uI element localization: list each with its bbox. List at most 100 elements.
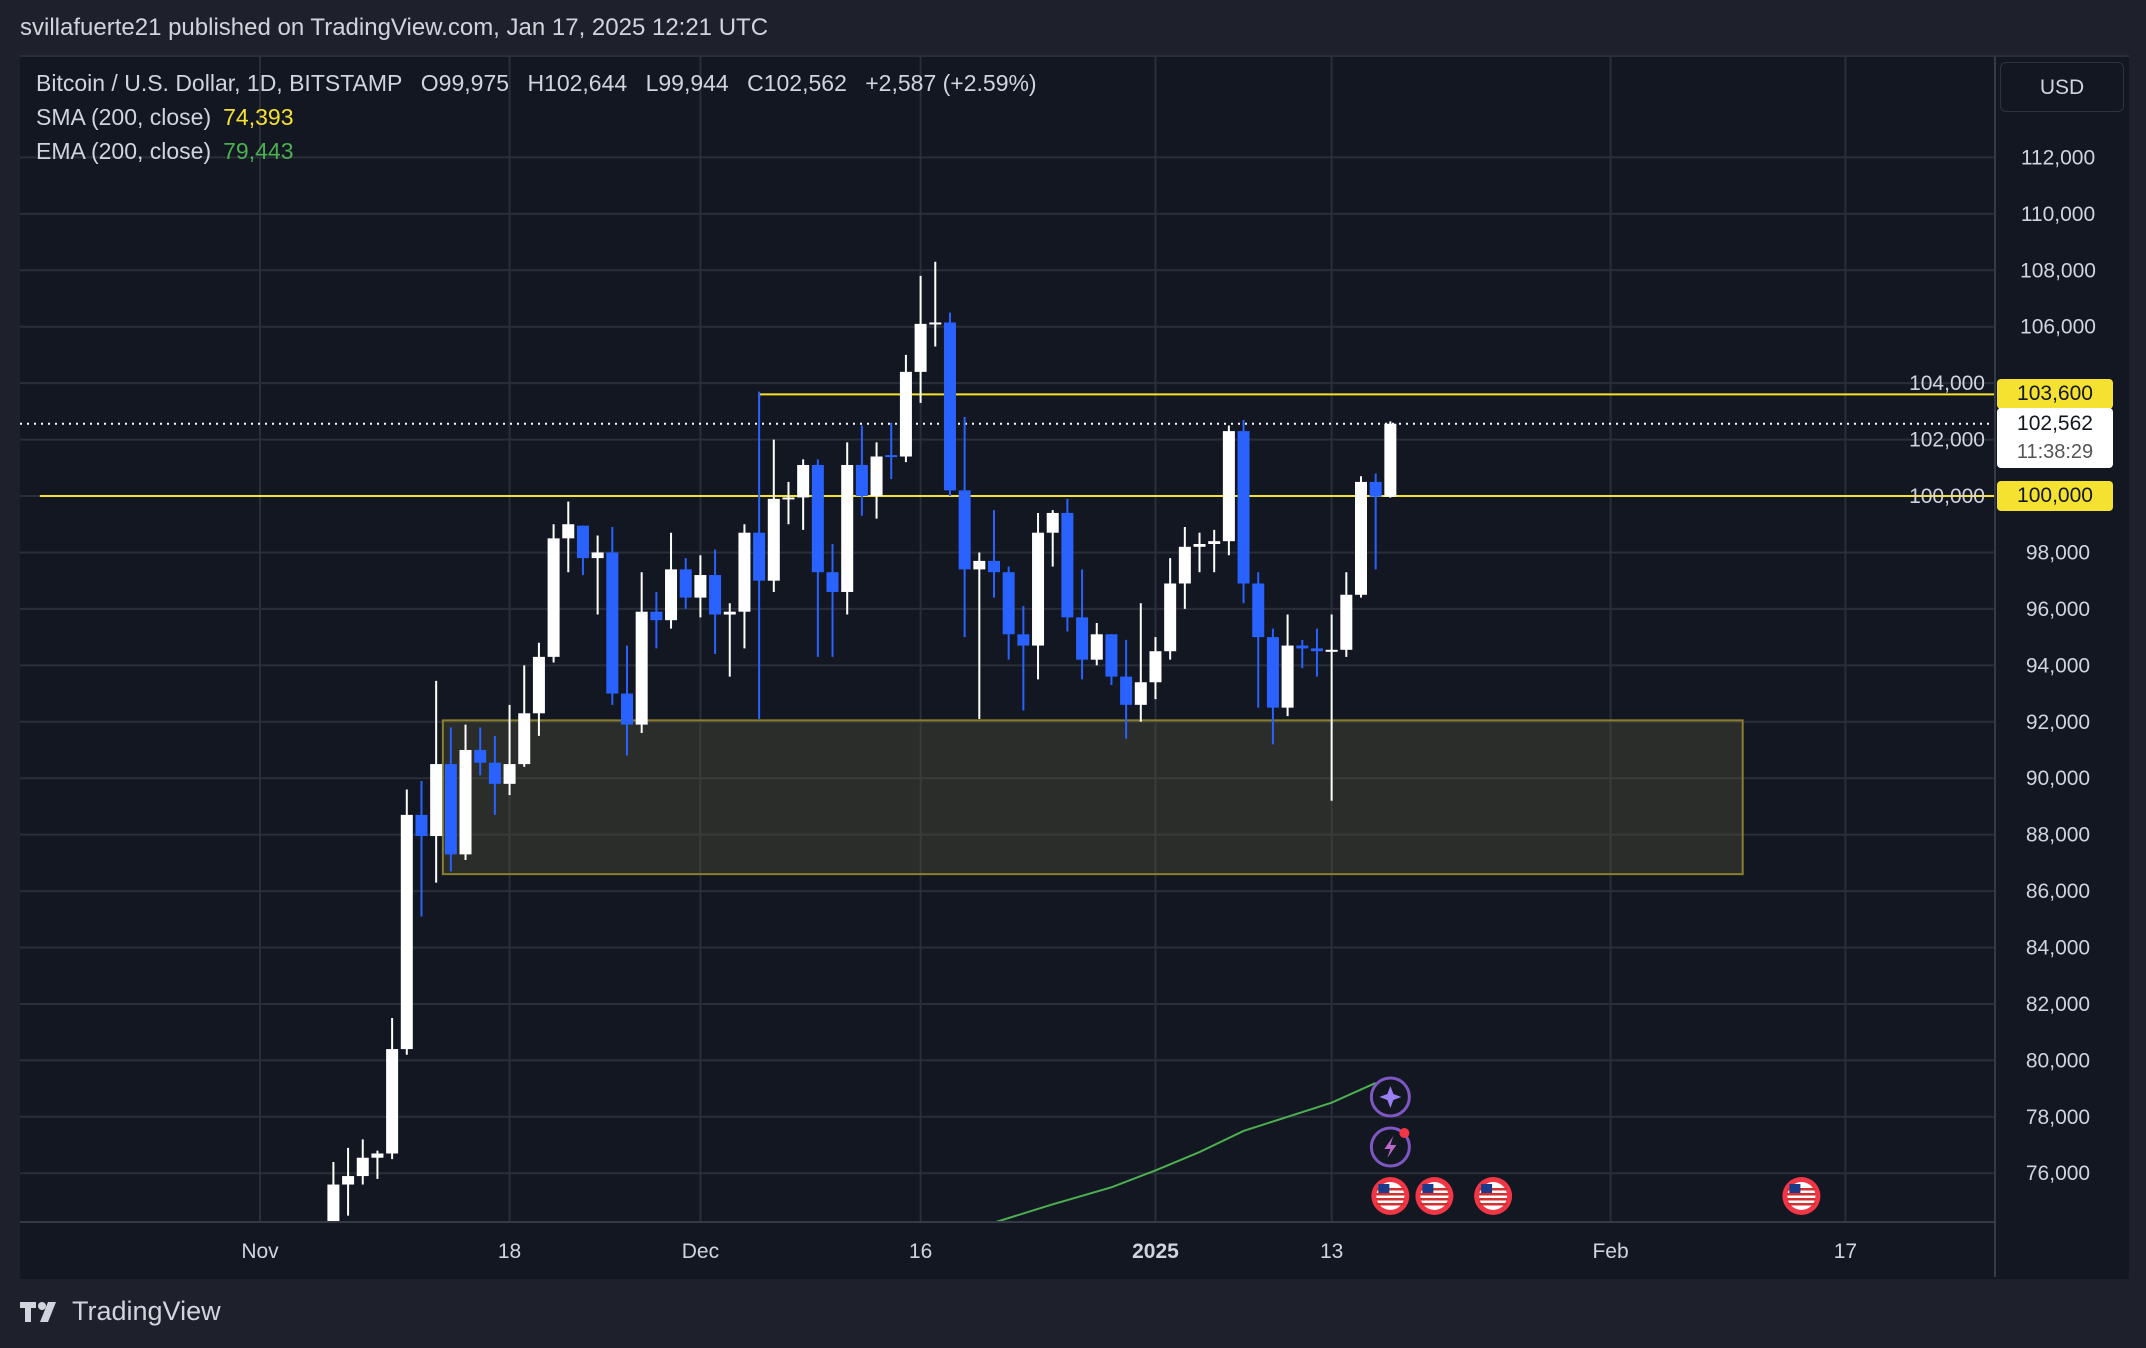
candle-body <box>826 572 839 592</box>
candle-body <box>474 749 487 763</box>
candle <box>1310 628 1323 677</box>
candle <box>518 665 531 767</box>
candle <box>562 501 575 573</box>
y-tick-label: 80,000 <box>2026 1049 2090 1072</box>
y-tick-label: 78,000 <box>2026 1106 2090 1129</box>
candle <box>459 724 472 861</box>
candle-body <box>547 538 560 657</box>
bar-countdown: 11:38:29 <box>2016 440 2094 463</box>
ema-value: 79,443 <box>223 138 294 164</box>
candle <box>635 572 648 734</box>
candle-body <box>356 1157 369 1177</box>
y-tick-label: 100,000 <box>1909 485 1985 508</box>
y-tick-label: 110,000 <box>2021 203 2095 226</box>
candle-body <box>988 560 1000 573</box>
candle <box>1384 421 1397 498</box>
flag-stripe <box>1479 1193 1508 1196</box>
candle <box>826 543 839 657</box>
ema-legend[interactable]: EMA (200, close) 79,443 <box>36 138 306 165</box>
candle-body <box>1252 583 1265 638</box>
candle-body <box>753 532 766 581</box>
y-tick-label: 86,000 <box>2026 880 2090 903</box>
candle <box>606 527 619 705</box>
candle-body <box>1149 651 1162 683</box>
sma-legend[interactable]: SMA (200, close) 74,393 <box>36 104 306 131</box>
candle <box>929 261 942 347</box>
candle-body <box>1017 634 1030 646</box>
candle <box>885 422 898 480</box>
flag-stripe <box>1376 1203 1405 1206</box>
candle-body <box>914 323 927 372</box>
sparkle-glyph <box>1379 1086 1402 1108</box>
candle <box>576 525 589 576</box>
candle-body <box>958 490 971 570</box>
y-tick-label: 112,000 <box>2021 146 2095 169</box>
candle <box>327 1161 340 1222</box>
candle-body <box>782 497 795 500</box>
ohlc-change: +2,587 (+2.59%) <box>865 70 1037 96</box>
y-tick-label: 104,000 <box>1909 372 1985 395</box>
candle-body <box>973 560 986 570</box>
flag-stripe <box>1376 1188 1405 1191</box>
candle <box>1149 637 1162 700</box>
chart-frame <box>20 55 2129 1279</box>
candle <box>1237 419 1250 604</box>
sparkle-icon[interactable] <box>1369 1076 1411 1118</box>
resistance-price-label: 103,600 <box>1997 379 2113 410</box>
candle <box>1281 614 1294 717</box>
candle <box>665 532 678 629</box>
x-tick-label: 2025 <box>1132 1240 1179 1263</box>
symbol-name[interactable]: Bitcoin / U.S. Dollar, 1D, BITSTAMP <box>36 70 403 96</box>
candle <box>782 481 795 525</box>
flag-stripe <box>1420 1193 1449 1196</box>
candle-body <box>444 764 457 855</box>
candle-body <box>503 764 516 784</box>
candle-body <box>1120 676 1133 705</box>
candle-body <box>1178 546 1191 584</box>
candle <box>1076 569 1089 680</box>
candle-body <box>1266 637 1279 708</box>
ohlc-open: O99,975 <box>420 70 510 96</box>
us-flag-icon[interactable] <box>1371 1177 1410 1215</box>
flag-stripe <box>1787 1203 1816 1206</box>
y-tick-label: 84,000 <box>2026 937 2090 960</box>
candle-body <box>767 498 780 581</box>
flag-canton <box>1378 1184 1390 1193</box>
flag-canton <box>1789 1184 1801 1193</box>
x-tick-label: Feb <box>1592 1240 1628 1263</box>
tradingview-logo[interactable]: TradingView <box>20 1296 221 1327</box>
candle <box>1017 606 1030 711</box>
candle <box>1164 558 1177 660</box>
candle-body <box>386 1049 399 1154</box>
candle <box>767 439 780 592</box>
ohlc-high: H102,644 <box>527 70 628 96</box>
ema-200-line <box>993 1082 1377 1222</box>
us-flag-icon[interactable] <box>1415 1177 1454 1215</box>
y-tick-label: 76,000 <box>2026 1162 2090 1185</box>
candle <box>870 442 883 519</box>
candle <box>1120 639 1133 739</box>
candle <box>1002 566 1015 660</box>
lightning-icon[interactable] <box>1369 1126 1411 1168</box>
sma-value: 74,393 <box>223 104 294 130</box>
ema-label: EMA (200, close) <box>36 138 212 164</box>
candle <box>503 704 516 796</box>
y-tick-label: 106,000 <box>2020 316 2096 339</box>
candle-body <box>1340 594 1353 650</box>
candle <box>1178 527 1191 609</box>
candle <box>1134 603 1147 722</box>
us-flag-icon[interactable] <box>1782 1177 1821 1215</box>
demand-zone <box>441 719 1744 876</box>
candle <box>1193 532 1206 573</box>
candle <box>400 789 413 1055</box>
candle-body <box>415 814 428 837</box>
candle-body <box>1310 648 1323 652</box>
last-price-value: 102,562 <box>2017 411 2093 435</box>
candle-body <box>1164 583 1177 652</box>
brand-name: TradingView <box>72 1296 221 1326</box>
candle-body <box>665 569 678 621</box>
candle-body <box>1193 543 1206 547</box>
us-flag-icon[interactable] <box>1474 1177 1513 1215</box>
currency-button[interactable]: USD <box>2000 62 2124 112</box>
